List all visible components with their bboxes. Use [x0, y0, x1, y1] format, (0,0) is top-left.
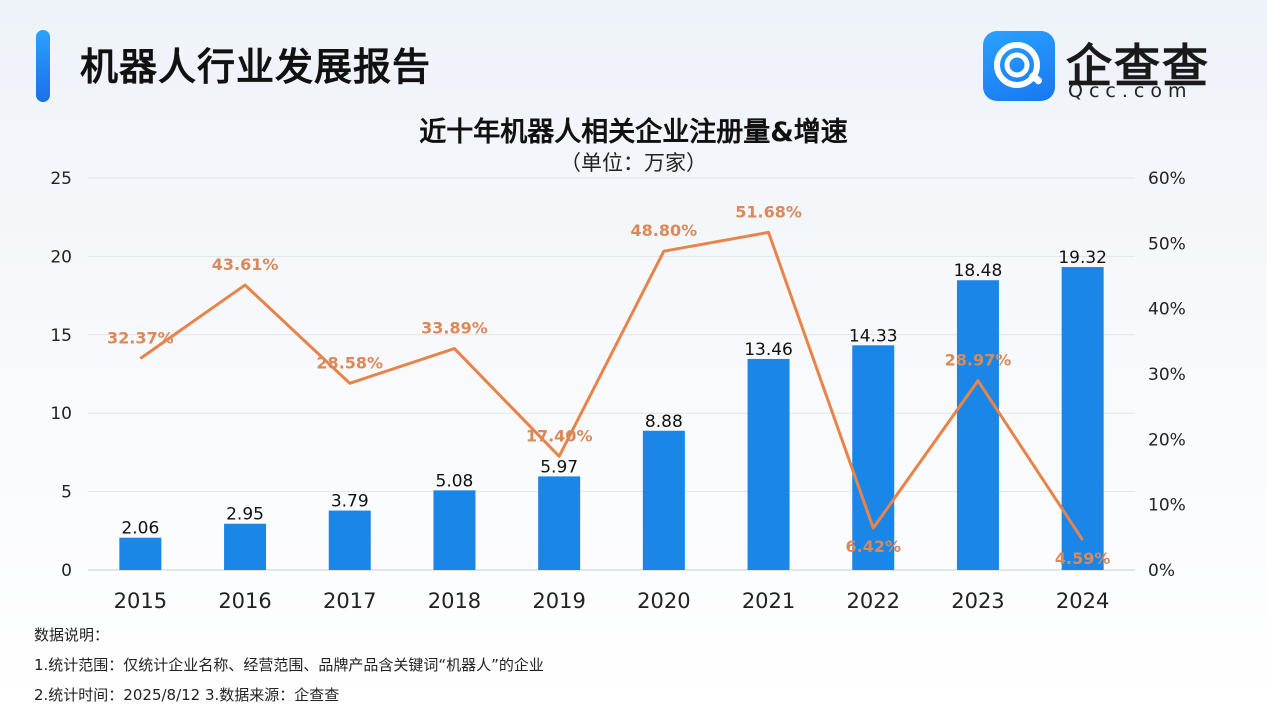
x-tick-label: 2022	[847, 589, 900, 613]
bar-2022	[852, 345, 895, 570]
x-tick-label: 2021	[742, 589, 795, 613]
bar-value-label: 14.33	[849, 326, 898, 346]
growth-rate-label: 51.68%	[735, 202, 802, 221]
y-right-tick-label: 60%	[1148, 169, 1186, 189]
bar-value-label: 13.46	[744, 340, 793, 360]
x-tick-label: 2023	[951, 589, 1004, 613]
y-right-tick-label: 10%	[1148, 496, 1186, 516]
y-left-tick-label: 15	[50, 326, 72, 346]
growth-rate-label: 28.97%	[945, 351, 1012, 370]
x-tick-label: 2016	[218, 589, 271, 613]
notes-line-1: 1.统计范围：仅统计企业名称、经营范围、品牌产品含关键词“机器人”的企业	[34, 656, 544, 674]
growth-rate-label: 6.42%	[845, 537, 901, 556]
bar-2016	[224, 523, 267, 570]
y-left-tick-label: 0	[61, 561, 72, 581]
chart-subtitle: （单位：万家）	[560, 151, 707, 175]
bar-2023	[956, 280, 999, 570]
x-tick-label: 2019	[532, 589, 585, 613]
x-tick-label: 2015	[114, 589, 167, 613]
y-right-tick-label: 30%	[1148, 365, 1186, 385]
x-tick-label: 2020	[637, 589, 690, 613]
growth-rate-label: 28.58%	[316, 353, 383, 372]
y-right-tick-label: 20%	[1148, 430, 1186, 450]
growth-rate-label: 33.89%	[421, 319, 488, 338]
brand-domain: Qcc.com	[1068, 80, 1193, 102]
bar-value-label: 5.97	[540, 457, 578, 477]
growth-rate-label: 32.37%	[107, 329, 174, 348]
bar-2015	[119, 537, 162, 570]
bar-value-label: 2.95	[226, 505, 264, 525]
brand-name: 企查查	[1066, 39, 1210, 93]
growth-rate-label: 17.40%	[526, 426, 593, 445]
bar-2018	[433, 490, 476, 570]
notes-heading: 数据说明：	[34, 626, 110, 644]
bar-2024	[1061, 267, 1104, 570]
chart-title: 近十年机器人相关企业注册量&增速	[419, 117, 848, 148]
notes-line-2: 2.统计时间：2025/8/12 3.数据来源：企查查	[34, 686, 340, 704]
growth-rate-label: 4.59%	[1055, 549, 1111, 568]
bar-value-label: 18.48	[954, 261, 1003, 281]
bar-value-label: 19.32	[1058, 248, 1107, 268]
y-left-tick-label: 20	[50, 247, 72, 267]
y-right-tick-label: 50%	[1148, 234, 1186, 254]
bar-2017	[328, 510, 371, 570]
y-left-tick-label: 5	[61, 483, 72, 503]
growth-rate-label: 43.61%	[212, 255, 279, 274]
y-right-tick-label: 40%	[1148, 300, 1186, 320]
x-tick-label: 2018	[428, 589, 481, 613]
y-left-tick-label: 10	[50, 404, 72, 424]
bar-2019	[538, 476, 581, 570]
growth-rate-line	[139, 230, 1084, 541]
bar-value-label: 5.08	[436, 471, 474, 491]
page-title: 机器人行业发展报告	[80, 45, 432, 89]
bar-value-label: 3.79	[331, 492, 369, 512]
bar-value-label: 2.06	[121, 519, 159, 539]
growth-rate-label: 48.80%	[631, 221, 698, 240]
title-accent-bar	[36, 30, 50, 102]
y-right-tick-label: 0%	[1148, 561, 1175, 581]
x-tick-label: 2017	[323, 589, 376, 613]
qcc-logo-icon	[983, 31, 1055, 101]
y-left-tick-label: 25	[50, 169, 72, 189]
bar-2020	[642, 430, 685, 570]
x-tick-label: 2024	[1056, 589, 1109, 613]
bar-2021	[747, 358, 790, 570]
data-notes: 数据说明： 1.统计范围：仅统计企业名称、经营范围、品牌产品含关键词“机器人”的…	[34, 620, 544, 710]
bar-value-label: 8.88	[645, 412, 683, 432]
